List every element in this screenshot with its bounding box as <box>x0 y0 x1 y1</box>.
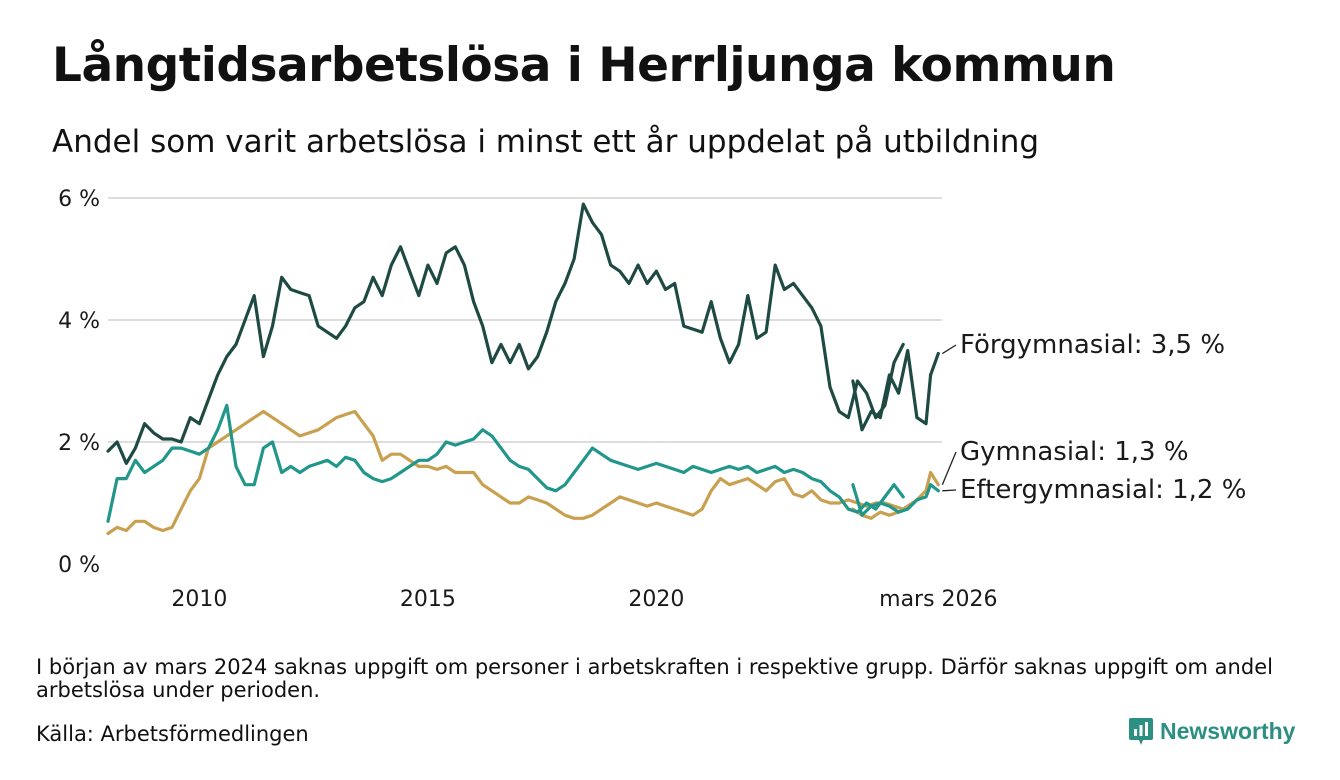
series-line-förgymnasial <box>106 202 905 465</box>
brand-name: Newsworthy <box>1160 717 1296 744</box>
series-end-label: Gymnasial: 1,3 % <box>960 437 1189 467</box>
series-end-labels: Förgymnasial: 3,5 % Gymnasial: 1,3 % Efter… <box>941 330 1246 505</box>
series-line-förgymnasial <box>851 348 940 432</box>
series-line-eftergymnasial <box>106 403 905 523</box>
series-lines <box>106 202 940 536</box>
x-tick-label: 2015 <box>400 587 456 612</box>
brand-logo: Newsworthy <box>1128 716 1295 746</box>
x-tick-label: mars 2026 <box>879 587 997 612</box>
source-note: Källa: Arbetsförmedlingen <box>36 722 309 746</box>
x-tick-label: 2010 <box>171 587 227 612</box>
chart-subtitle: Andel som varit arbetslösa i minst ett å… <box>52 124 1040 160</box>
footnote: I början av mars 2024 saknas uppgift om … <box>36 655 1273 702</box>
y-tick-label: 6 % <box>58 187 100 212</box>
series-line-gymnasial <box>106 409 905 536</box>
chart-title: Långtidsarbetslösa i Herrljunga kommun <box>52 38 1116 93</box>
newsworthy-logo-icon <box>1129 718 1153 745</box>
line-chart: 0 % 2 % 4 % 6 % 2010 2015 2020 mars 2026 Förgy… <box>58 187 1246 612</box>
label-leader-line <box>941 451 957 485</box>
gridlines <box>108 197 942 443</box>
x-axis: 2010 2015 2020 mars 2026 <box>171 587 997 612</box>
y-axis: 0 % 2 % 4 % 6 % <box>58 187 100 578</box>
label-leader-line <box>941 344 957 355</box>
series-end-label: Eftergymnasial: 1,2 % <box>960 475 1246 505</box>
label-leader-line <box>942 489 957 492</box>
y-tick-label: 2 % <box>58 431 100 456</box>
y-tick-label: 0 % <box>58 553 100 578</box>
x-tick-label: 2020 <box>628 587 684 612</box>
series-line-eftergymnasial <box>851 483 940 517</box>
series-end-label: Förgymnasial: 3,5 % <box>960 330 1225 360</box>
y-tick-label: 4 % <box>58 309 100 334</box>
